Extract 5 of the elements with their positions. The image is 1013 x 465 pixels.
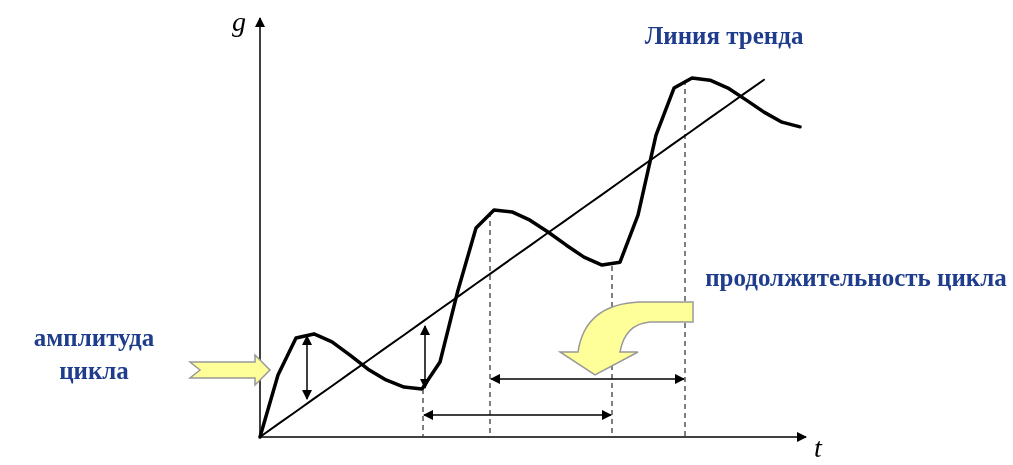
x-axis-title: t xyxy=(814,432,822,464)
y-axis-title: g xyxy=(232,6,246,38)
text: амплитуда цикла xyxy=(32,323,156,386)
annotation: продолжительность цикла xyxy=(704,263,1008,293)
text: Линия тренда xyxy=(644,21,804,49)
